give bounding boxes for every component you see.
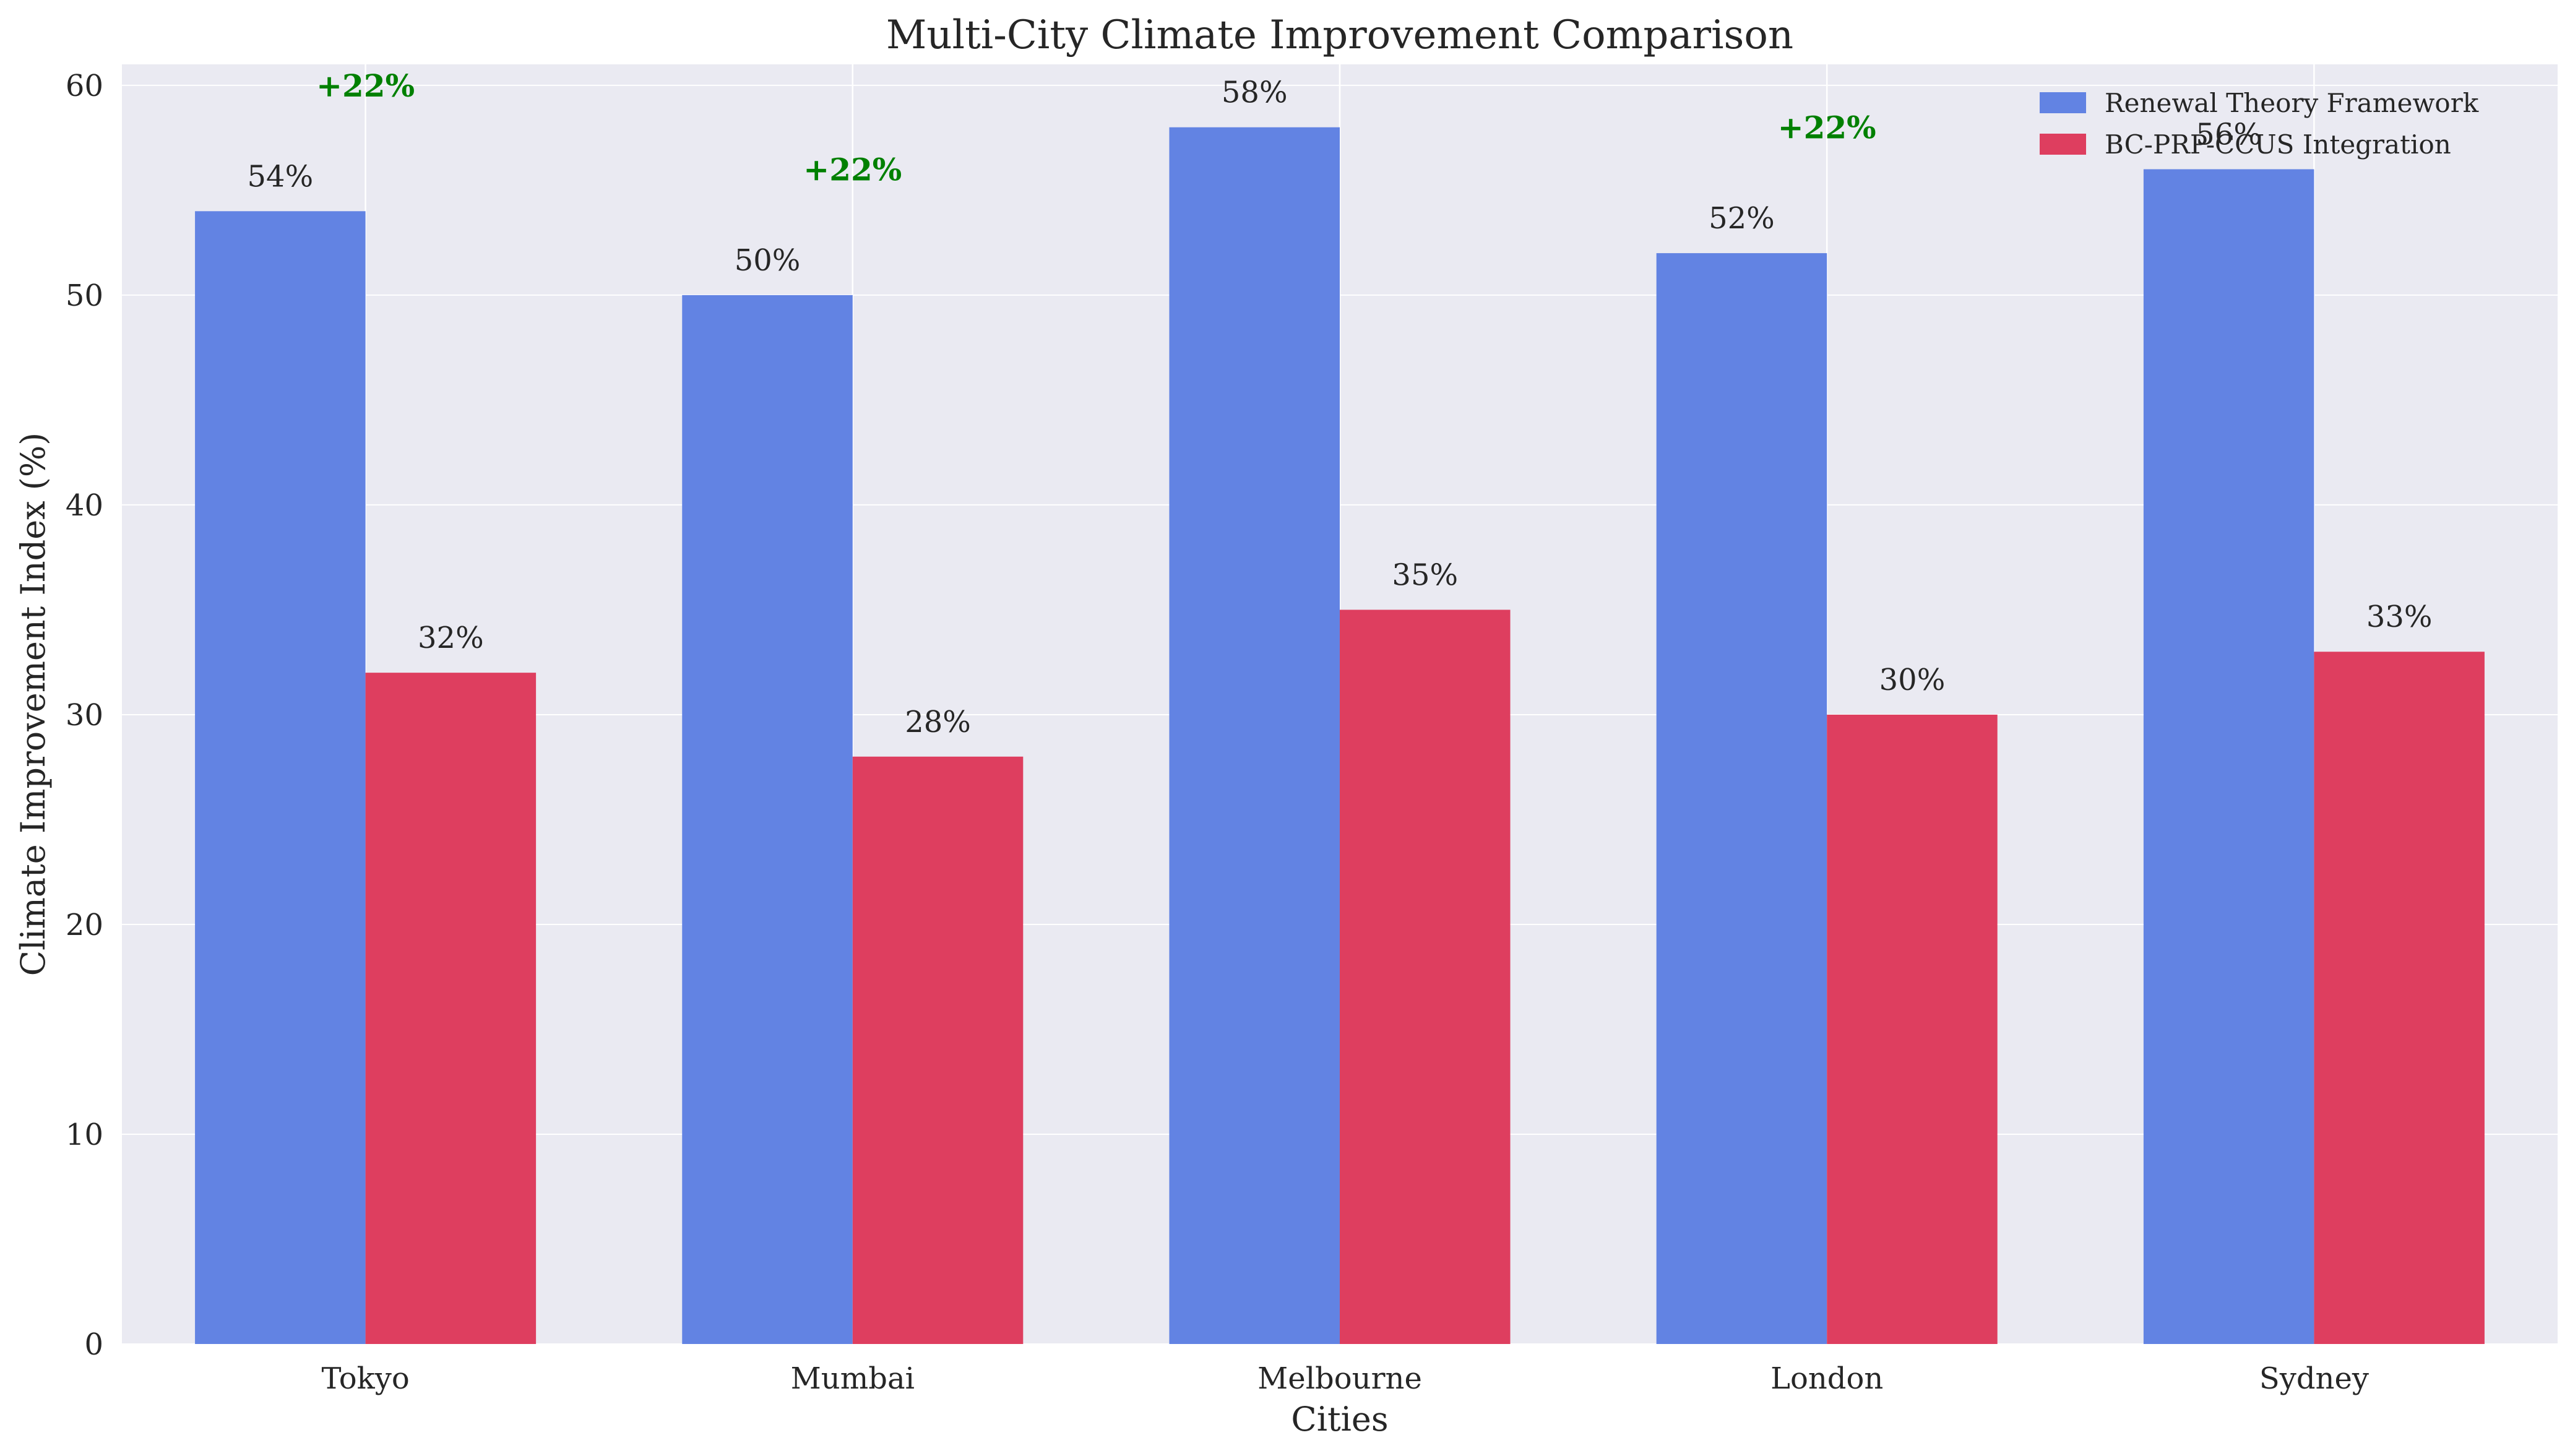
legend-label-bcprp: BC-PRP-CCUS Integration [2105, 129, 2451, 160]
bar-value-label: 54% [247, 159, 313, 194]
y-tick-label: 50 [66, 278, 103, 313]
y-axis-label: Climate Improvement Index (%) [14, 433, 53, 976]
value-labels: 54% 50% 58% 52% 56% 32% 28% 35% 30% 33% [247, 75, 2432, 739]
legend-label-renewal: Renewal Theory Framework [2105, 88, 2479, 118]
x-tick-label: Sydney [2259, 1361, 2369, 1396]
x-tick-label: Tokyo [321, 1361, 409, 1396]
annotations: +22% +22% +22% [316, 67, 1876, 188]
y-tick-label: 0 [84, 1327, 103, 1362]
bar-renewal [1169, 127, 1340, 1344]
legend-swatch-bcprp [2040, 134, 2086, 155]
bar-renewal [2143, 169, 2314, 1345]
y-tick-label: 20 [66, 908, 103, 942]
bar-value-label: 58% [1222, 75, 1288, 110]
bar-bcprp [2314, 652, 2485, 1344]
bar-renewal [1656, 253, 1827, 1344]
x-axis-ticks: Tokyo Mumbai Melbourne London Sydney [321, 1361, 2369, 1396]
y-tick-label: 10 [66, 1118, 103, 1152]
y-tick-label: 60 [66, 69, 103, 103]
bar-renewal [195, 211, 366, 1344]
bar-value-label: 33% [2366, 600, 2433, 634]
difference-annotation: +22% [1778, 110, 1876, 146]
bar-value-label: 50% [735, 243, 801, 278]
bar-value-label: 35% [1392, 558, 1458, 592]
bar-bcprp [852, 756, 1024, 1344]
bar-value-label: 30% [1879, 663, 1946, 697]
difference-annotation: +22% [316, 67, 415, 104]
chart-title: Multi-City Climate Improvement Compariso… [886, 12, 1793, 58]
x-axis-label: Cities [1291, 1400, 1388, 1439]
bar-value-label: 52% [1709, 201, 1775, 236]
bar-value-label: 56% [2196, 118, 2262, 152]
bar-value-label: 32% [418, 621, 484, 655]
y-tick-label: 30 [66, 698, 103, 733]
legend-swatch-renewal [2040, 92, 2086, 113]
difference-annotation: +22% [803, 152, 902, 188]
x-tick-label: London [1770, 1361, 1883, 1396]
y-axis-ticks: 0 10 20 30 40 50 60 [66, 69, 103, 1362]
x-tick-label: Mumbai [791, 1361, 915, 1396]
bar-renewal [682, 295, 853, 1345]
y-tick-label: 40 [66, 488, 103, 523]
x-tick-label: Melbourne [1257, 1361, 1422, 1396]
bar-value-label: 28% [905, 705, 971, 739]
bar-bcprp [1827, 714, 1998, 1344]
bar-bcprp [1340, 610, 1511, 1344]
legend: Renewal Theory Framework BC-PRP-CCUS Int… [2040, 88, 2479, 160]
bars [195, 127, 2485, 1345]
bar-bcprp [365, 673, 537, 1344]
